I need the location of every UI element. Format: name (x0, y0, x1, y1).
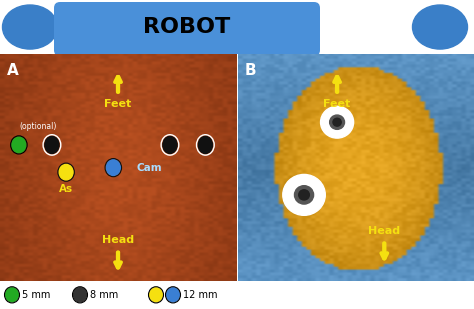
Circle shape (333, 118, 341, 126)
Ellipse shape (412, 5, 467, 49)
Text: 8 mm: 8 mm (90, 290, 118, 300)
Text: Head: Head (368, 226, 401, 236)
Ellipse shape (149, 288, 163, 302)
Text: 12 mm: 12 mm (183, 290, 218, 300)
Ellipse shape (166, 288, 180, 302)
Circle shape (329, 115, 345, 129)
Ellipse shape (6, 288, 18, 302)
Text: Feet: Feet (104, 99, 132, 109)
Ellipse shape (59, 164, 73, 180)
Text: A: A (7, 63, 19, 78)
Circle shape (299, 190, 310, 200)
Circle shape (294, 186, 314, 204)
Ellipse shape (198, 136, 212, 154)
Ellipse shape (12, 137, 26, 153)
Text: Feet: Feet (323, 99, 351, 109)
Text: B: B (245, 63, 256, 78)
Text: ROBOT: ROBOT (143, 17, 231, 37)
FancyBboxPatch shape (54, 2, 320, 56)
Ellipse shape (73, 288, 86, 302)
Text: (optional): (optional) (19, 122, 56, 131)
Text: Cam: Cam (137, 163, 163, 173)
Circle shape (283, 175, 325, 215)
Ellipse shape (45, 136, 59, 154)
Ellipse shape (106, 160, 120, 176)
Text: Head: Head (102, 235, 134, 245)
Text: 5 mm: 5 mm (22, 290, 50, 300)
Text: As: As (59, 184, 73, 193)
Circle shape (320, 106, 354, 138)
Ellipse shape (2, 5, 57, 49)
Ellipse shape (163, 136, 177, 154)
